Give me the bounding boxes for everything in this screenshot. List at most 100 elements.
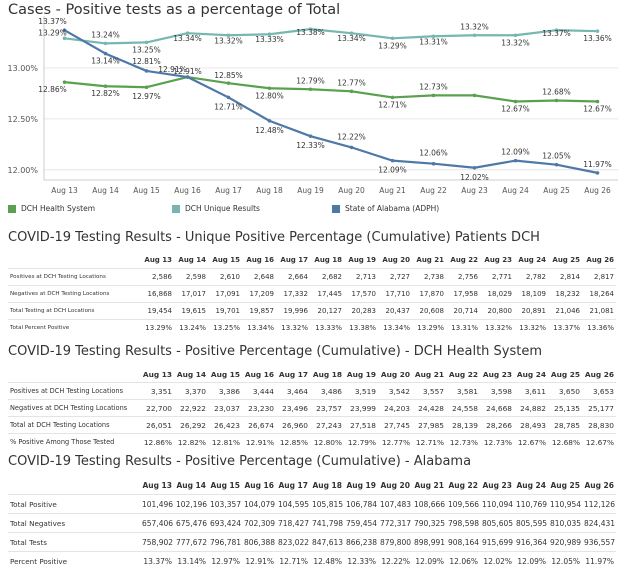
table-cell: 23,037 bbox=[208, 400, 242, 417]
table-cell: 12.09% bbox=[514, 552, 548, 570]
table-cell: 18,029 bbox=[480, 286, 514, 303]
series-point bbox=[514, 33, 518, 37]
series-point bbox=[268, 86, 272, 90]
table-cell: 2,782 bbox=[514, 269, 548, 286]
table-cell: 702,309 bbox=[242, 514, 276, 533]
table-cell: 12.85% bbox=[276, 434, 310, 451]
x-tick-label: Aug 25 bbox=[543, 186, 570, 195]
column-header: Aug 23 bbox=[480, 476, 514, 495]
column-header: Aug 18 bbox=[310, 252, 344, 269]
column-header: Aug 17 bbox=[276, 366, 310, 383]
table-cell: 805,605 bbox=[480, 514, 514, 533]
column-header: Aug 14 bbox=[174, 366, 208, 383]
series-point bbox=[555, 99, 559, 103]
table-cell: 23,496 bbox=[276, 400, 310, 417]
column-header: Aug 15 bbox=[208, 476, 242, 495]
table-cell: 898,991 bbox=[412, 533, 446, 552]
table-cell: 2,598 bbox=[174, 269, 208, 286]
series-point bbox=[309, 134, 313, 138]
table-cell: 17,332 bbox=[276, 286, 310, 303]
column-header: Aug 25 bbox=[548, 366, 582, 383]
series-point bbox=[432, 94, 436, 98]
table-cell: 23,757 bbox=[310, 400, 344, 417]
series-point bbox=[555, 163, 559, 167]
column-header: Aug 19 bbox=[344, 366, 378, 383]
y-tick-label: 12.00% bbox=[7, 166, 38, 175]
legend-item-dch-unique-results[interactable]: DCH Unique Results bbox=[172, 204, 260, 213]
column-header: Aug 23 bbox=[480, 366, 514, 383]
x-tick-label: Aug 26 bbox=[584, 186, 611, 195]
column-header: Aug 22 bbox=[446, 476, 480, 495]
table-cell: 19,615 bbox=[174, 303, 208, 320]
column-header: Aug 20 bbox=[378, 252, 412, 269]
series-point bbox=[104, 84, 108, 88]
series-point bbox=[432, 162, 436, 166]
x-tick-label: Aug 17 bbox=[215, 186, 242, 195]
data-label: 11.97% bbox=[583, 160, 612, 169]
table-cell: 19,454 bbox=[140, 303, 174, 320]
table-cell: 12.67% bbox=[582, 434, 616, 451]
table-cell: 12.97% bbox=[208, 552, 242, 570]
table-cell: 2,713 bbox=[344, 269, 378, 286]
column-header: Aug 16 bbox=[242, 366, 276, 383]
table-cell: 17,870 bbox=[412, 286, 446, 303]
column-header: Aug 24 bbox=[514, 476, 548, 495]
table-cell: 26,674 bbox=[242, 417, 276, 434]
row-label: Total Negatives bbox=[8, 514, 140, 533]
series-point bbox=[145, 41, 149, 45]
row-label: % Positive Among Those Tested bbox=[8, 434, 140, 451]
table-cell: 13.32% bbox=[480, 320, 514, 337]
legend-label: State of Alabama (ADPH) bbox=[345, 204, 439, 213]
table-cell: 741,798 bbox=[310, 514, 344, 533]
row-label: Positives at DCH Testing Locations bbox=[8, 269, 140, 286]
table-cell: 13.37% bbox=[140, 552, 174, 570]
table-cell: 11.97% bbox=[582, 552, 616, 570]
data-label: 12.80% bbox=[255, 91, 284, 100]
table-cell: 3,370 bbox=[174, 383, 208, 400]
table-cell: 13.25% bbox=[208, 320, 242, 337]
data-label: 12.48% bbox=[255, 126, 284, 135]
table-cell: 110,094 bbox=[480, 495, 514, 514]
table-cell: 806,388 bbox=[242, 533, 276, 552]
data-label: 13.32% bbox=[501, 38, 530, 47]
table-cell: 2,610 bbox=[208, 269, 242, 286]
column-header: Aug 21 bbox=[412, 366, 446, 383]
table-cell: 12.22% bbox=[378, 552, 412, 570]
table-cell: 2,756 bbox=[446, 269, 480, 286]
data-label: 12.77% bbox=[337, 78, 366, 87]
data-label: 13.29% bbox=[38, 28, 67, 37]
table-cell: 2,727 bbox=[378, 269, 412, 286]
legend-item-state-of-alabama[interactable]: State of Alabama (ADPH) bbox=[332, 204, 439, 213]
row-label: Total at DCH Testing Locations bbox=[8, 417, 140, 434]
table-cell: 12.67% bbox=[514, 434, 548, 451]
table-cell: 777,672 bbox=[174, 533, 208, 552]
table-cell: 3,519 bbox=[344, 383, 378, 400]
table-cell: 879,800 bbox=[378, 533, 412, 552]
table-cell: 28,830 bbox=[582, 417, 616, 434]
series-point bbox=[596, 29, 600, 33]
table-cell: 25,135 bbox=[548, 400, 582, 417]
table-cell: 12.81% bbox=[208, 434, 242, 451]
row-label-header bbox=[8, 252, 140, 269]
data-label: 13.33% bbox=[255, 35, 284, 44]
data-label: 13.32% bbox=[460, 22, 489, 31]
data-label: 12.71% bbox=[214, 102, 243, 111]
row-label-header bbox=[8, 476, 140, 495]
x-tick-label: Aug 21 bbox=[379, 186, 406, 195]
table-cell: 27,518 bbox=[344, 417, 378, 434]
table-cell: 12.05% bbox=[548, 552, 582, 570]
column-header: Aug 26 bbox=[582, 366, 616, 383]
table-cell: 12.48% bbox=[310, 552, 344, 570]
table-cell: 24,428 bbox=[412, 400, 446, 417]
legend-item-dch-health-system[interactable]: DCH Health System bbox=[8, 204, 95, 213]
column-header: Aug 13 bbox=[140, 366, 174, 383]
table-cell: 26,423 bbox=[208, 417, 242, 434]
data-label: 12.82% bbox=[91, 89, 120, 98]
table-cell: 18,264 bbox=[582, 286, 616, 303]
data-label: 13.25% bbox=[132, 45, 161, 54]
column-header: Aug 21 bbox=[412, 252, 446, 269]
